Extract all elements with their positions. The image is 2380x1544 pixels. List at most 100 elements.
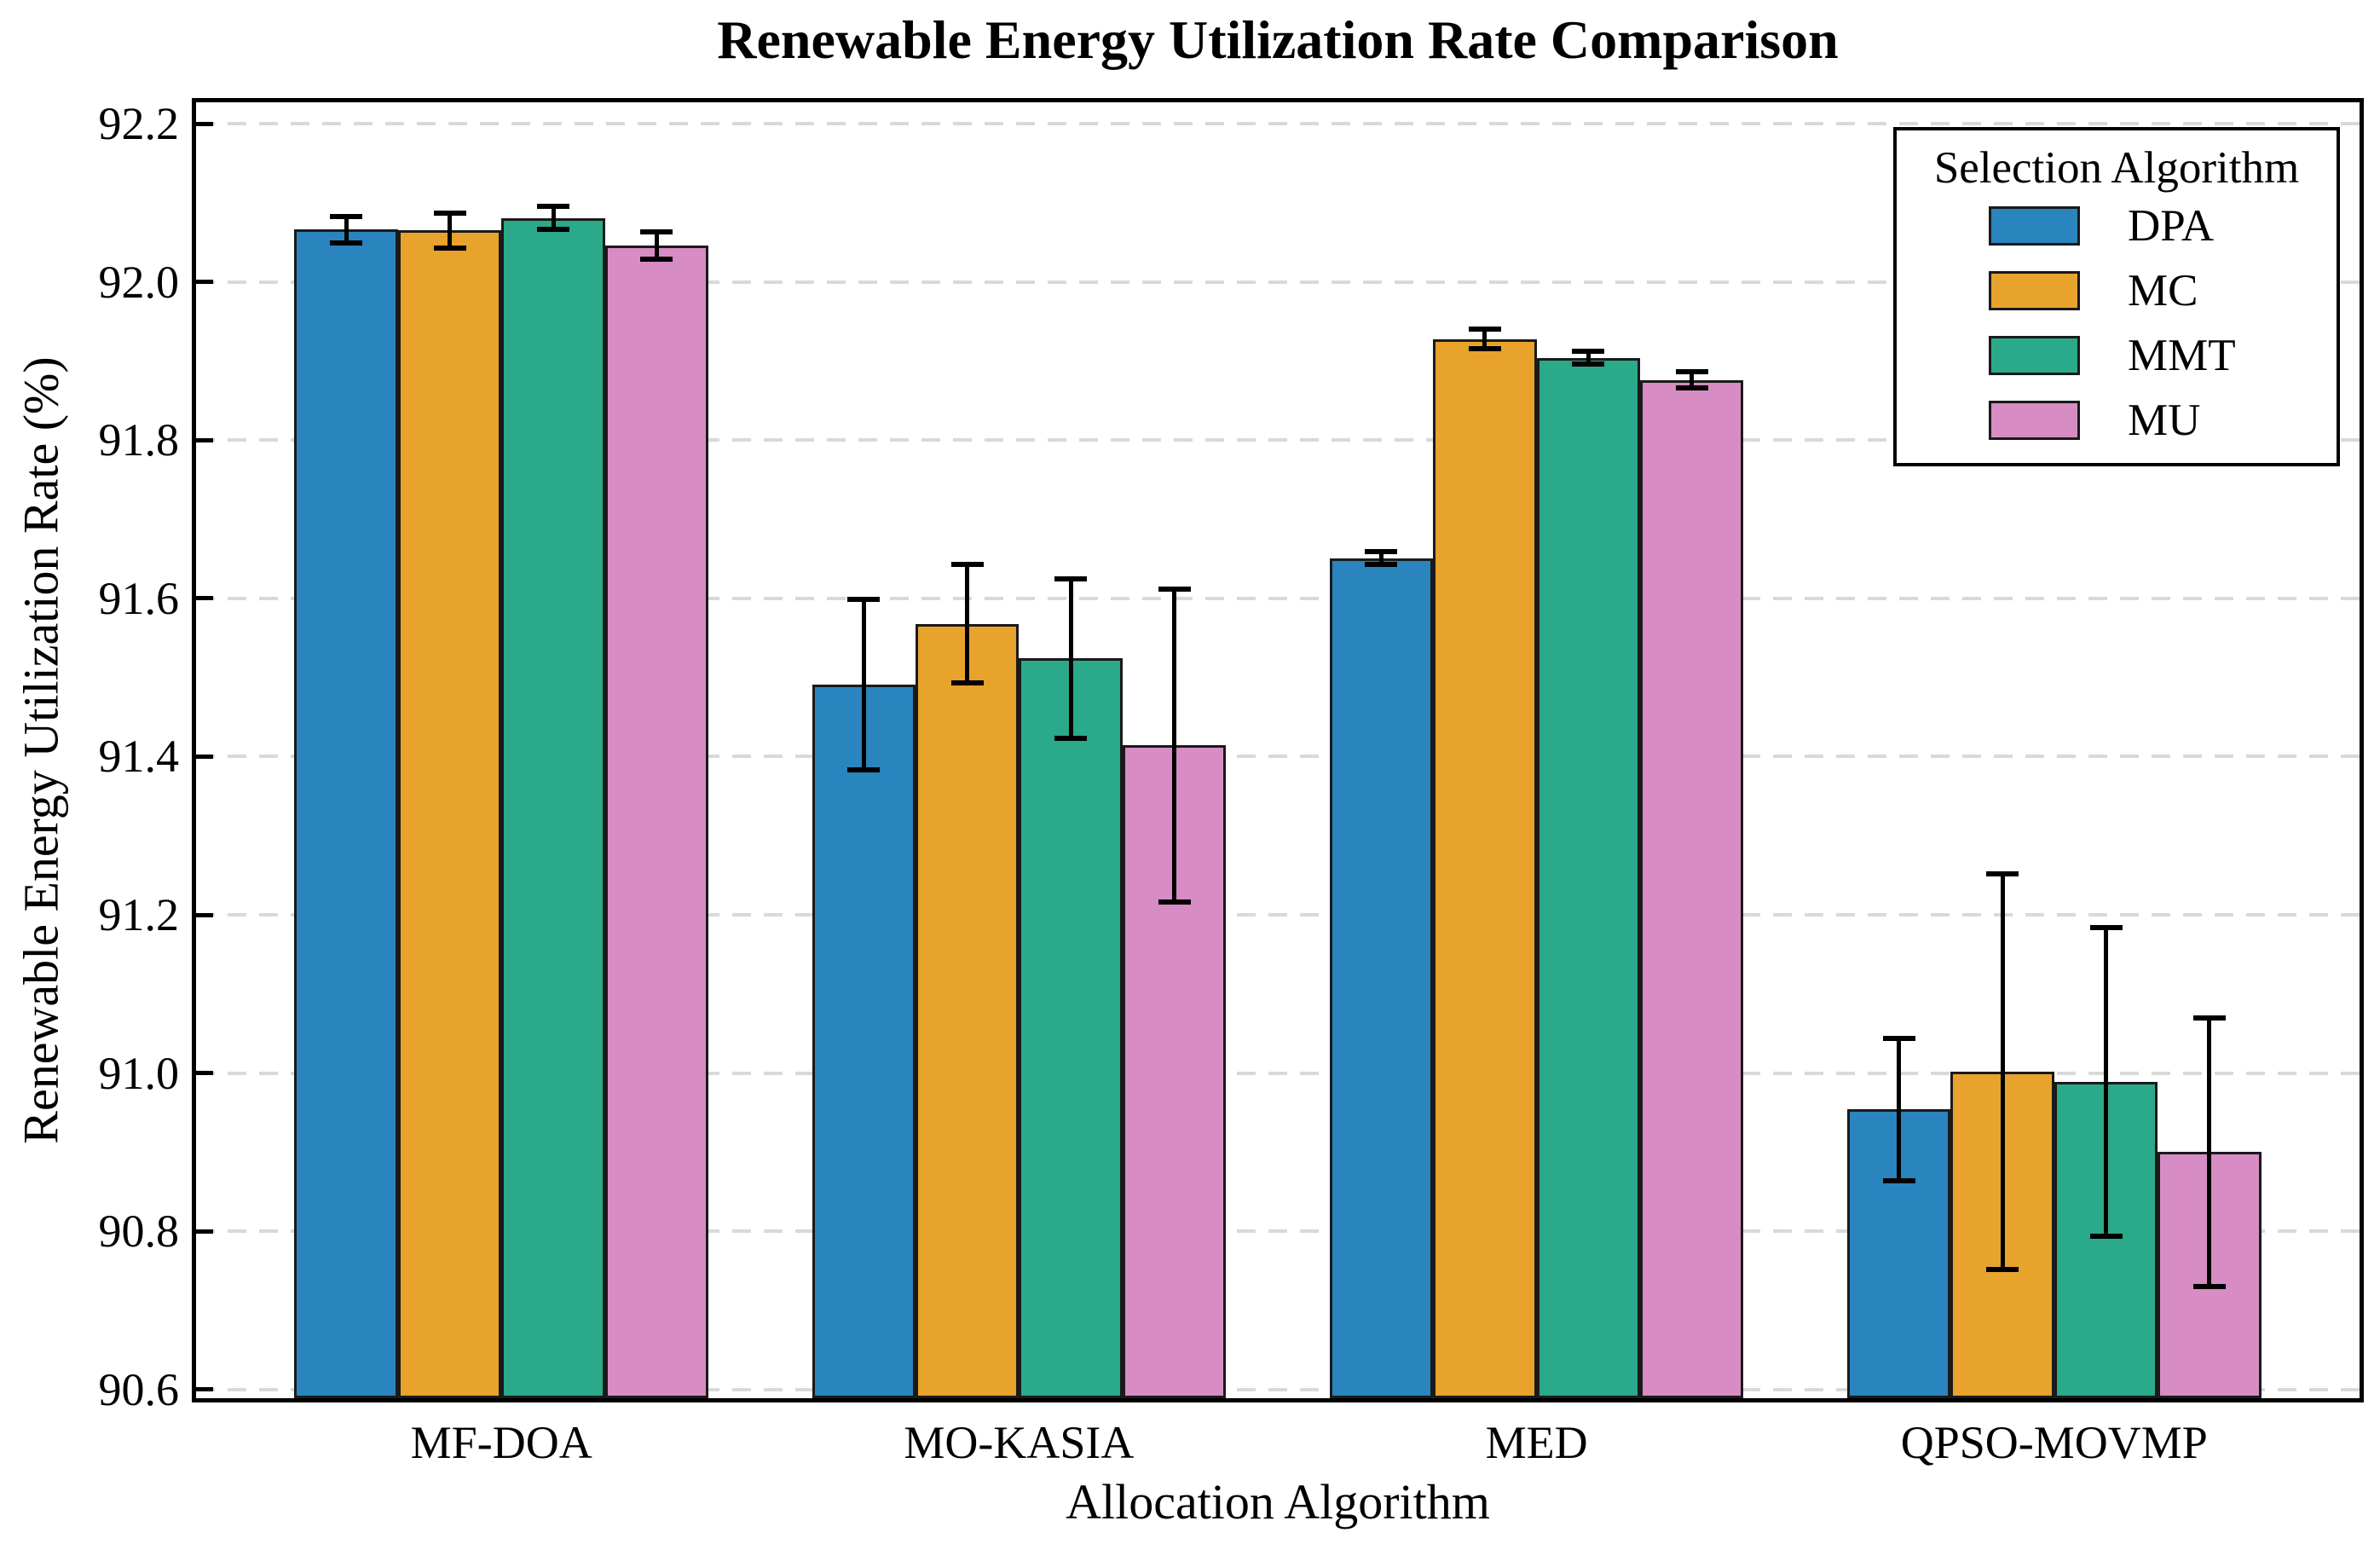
error-bar-cap [1675, 385, 1708, 390]
bar-MC-MED [1433, 338, 1537, 1398]
error-bar-cap [2089, 1233, 2123, 1239]
y-gridline [196, 1387, 2360, 1391]
x-tick-label-MF-DOA: MF-DOA [410, 1417, 592, 1468]
error-bar-cap [1572, 349, 1605, 355]
error-bar-stem [1586, 351, 1591, 365]
legend-rows: DPA MC MMT MU [1897, 194, 2337, 453]
legend-swatch-MMT [1989, 336, 2080, 375]
bar-DPA-MO-KASIA [812, 685, 916, 1398]
error-bar-stem [1172, 588, 1177, 903]
error-bar-cap [537, 227, 569, 233]
bar-MU-MED [1640, 379, 1744, 1398]
plot-area: Selection Algorithm DPA MC MMT MU [192, 98, 2364, 1402]
error-bar-cap [1054, 575, 1088, 581]
error-bar-cap [1986, 1266, 2019, 1272]
x-tick-label-MO-KASIA: MO-KASIA [904, 1417, 1135, 1468]
error-bar-stem [1690, 372, 1695, 388]
error-bar-cap [1882, 1177, 1915, 1183]
y-gridline [196, 280, 2360, 284]
y-gridline [196, 1229, 2360, 1234]
error-bar-stem [965, 564, 970, 684]
bar-MMT-MO-KASIA [1019, 658, 1123, 1398]
y-tick-label: 91.2 [98, 889, 180, 941]
error-bar-cap [640, 256, 673, 262]
bar-DPA-MF-DOA [294, 229, 398, 1398]
error-bar-stem [2104, 927, 2108, 1236]
error-bar-cap [1986, 870, 2019, 876]
error-bar-cap [950, 680, 984, 686]
y-tick-mark [196, 437, 213, 442]
legend-label-MU: MU [2128, 396, 2201, 445]
error-bar-cap [433, 245, 466, 251]
error-bar-cap [433, 210, 466, 216]
error-bar-cap [330, 240, 363, 246]
error-bar-stem [344, 216, 349, 244]
error-bar-cap [847, 767, 881, 773]
error-bar-cap [847, 596, 881, 602]
error-bar-cap [640, 229, 673, 235]
bar-DPA-MED [1329, 558, 1434, 1398]
error-bar-cap [950, 561, 984, 567]
error-bar-cap [1882, 1035, 1915, 1041]
legend-row-MMT: MMT [1897, 323, 2337, 388]
legend-swatch-MU [1989, 401, 2080, 440]
chart-title: Renewable Energy Utilization Rate Compar… [717, 9, 1839, 70]
bar-MC-MF-DOA [397, 230, 502, 1398]
bar-MMT-MF-DOA [501, 217, 605, 1398]
error-bar-cap [537, 203, 569, 209]
error-bar-cap [2089, 924, 2123, 930]
error-bar-cap [1365, 549, 1398, 555]
legend-swatch-DPA [1989, 206, 2080, 246]
y-tick-mark [196, 912, 213, 917]
legend-label-MMT: MMT [2128, 331, 2236, 380]
error-bar-cap [1158, 586, 1191, 592]
y-tick-mark [196, 1229, 213, 1234]
y-tick-label: 91.8 [98, 414, 180, 466]
error-bar-cap [1675, 369, 1708, 375]
y-tick-mark [196, 596, 213, 601]
bar-MC-MO-KASIA [916, 623, 1020, 1398]
legend-title: Selection Algorithm [1933, 143, 2300, 193]
error-bar-cap [2192, 1015, 2226, 1021]
error-bar-cap [1468, 327, 1501, 333]
y-tick-label: 91.0 [98, 1047, 180, 1099]
error-bar-cap [1365, 561, 1398, 567]
y-gridline [196, 1071, 2360, 1075]
y-tick-mark [196, 754, 213, 759]
y-tick-mark [196, 280, 213, 285]
error-bar-stem [1897, 1038, 1902, 1181]
error-bar-cap [2192, 1284, 2226, 1290]
y-tick-label: 92.0 [98, 256, 180, 308]
error-bar-cap [1572, 361, 1605, 367]
y-tick-mark [196, 121, 213, 126]
x-tick-label-QPSO-MOVMP: QPSO-MOVMP [1900, 1417, 2208, 1468]
error-bar-stem [448, 212, 452, 248]
legend: Selection Algorithm DPA MC MMT MU [1893, 127, 2340, 466]
y-tick-mark [196, 1071, 213, 1076]
y-gridline [196, 913, 2360, 917]
x-axis-label: Allocation Algorithm [1066, 1474, 1490, 1530]
error-bar-cap [1468, 345, 1501, 351]
bar-MMT-MED [1536, 357, 1640, 1398]
legend-row-DPA: DPA [1897, 194, 2337, 258]
x-tick-label-MED: MED [1485, 1417, 1588, 1468]
error-bar-stem [1068, 578, 1073, 738]
y-axis-label: Renewable Energy Utilization Rate (%) [13, 356, 69, 1144]
error-bar-stem [551, 205, 556, 230]
legend-row-MC: MC [1897, 258, 2337, 323]
y-gridline [196, 596, 2360, 600]
error-bar-stem [861, 599, 866, 771]
legend-label-MC: MC [2128, 266, 2198, 315]
y-gridline [196, 755, 2360, 759]
legend-label-DPA: DPA [2128, 201, 2215, 251]
error-bar-cap [1054, 736, 1088, 742]
error-bar-stem [1482, 329, 1488, 349]
y-tick-label: 90.8 [98, 1206, 180, 1258]
legend-swatch-MC [1989, 271, 2080, 310]
y-gridline [196, 122, 2360, 126]
error-bar-stem [2207, 1017, 2212, 1287]
error-bar-stem [1378, 552, 1384, 564]
y-tick-label: 92.2 [98, 98, 180, 150]
y-tick-label: 91.4 [98, 731, 180, 783]
